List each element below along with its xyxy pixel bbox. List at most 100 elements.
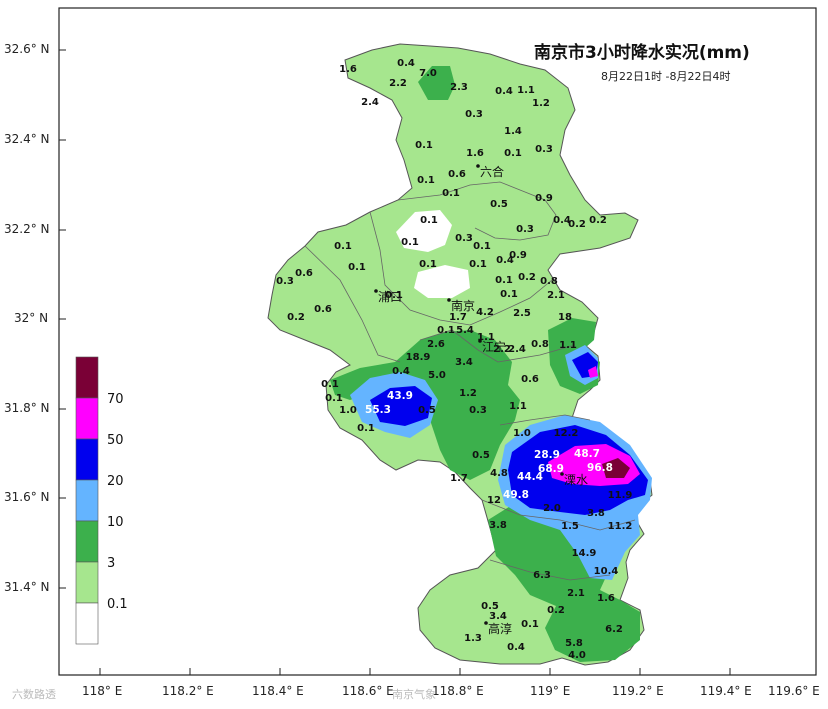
station-value: 0.3 (469, 405, 487, 416)
lon-label: 118.8° E (432, 684, 484, 698)
lat-label: 32.6° N (4, 42, 50, 56)
lat-label: 31.8° N (4, 401, 50, 415)
legend-swatch (75, 520, 99, 563)
station-value: 0.1 (521, 619, 539, 630)
station-value: 10.4 (594, 566, 619, 577)
city-name: 浦口 (378, 290, 402, 304)
rain-70-core (602, 458, 630, 478)
station-value: 0.1 (401, 237, 419, 248)
station-value: 0.4 (496, 255, 514, 266)
station-value: 0.1 (417, 175, 435, 186)
station-value: 0.1 (415, 140, 433, 151)
station-value: 0.1 (419, 259, 437, 270)
station-value: 0.1 (325, 393, 343, 404)
station-value: 18 (558, 312, 572, 323)
station-value: 2.2 (389, 78, 407, 89)
station-value: 0.2 (518, 272, 536, 283)
rain-20-west (370, 386, 432, 426)
station-value: 0.6 (295, 268, 313, 279)
station-value: 1.3 (464, 633, 482, 644)
station-value: 4.2 (476, 307, 494, 318)
station-value: 43.9 (387, 390, 413, 402)
station-value: 1.2 (532, 98, 550, 109)
district-boundaries (304, 181, 636, 581)
legend-label: 10 (107, 515, 124, 530)
legend-colorbar (75, 356, 99, 645)
station-value: 1.6 (466, 148, 484, 159)
station-value: 0.1 (469, 259, 487, 270)
lon-label: 118° E (82, 684, 123, 698)
station-value: 3.4 (455, 357, 473, 368)
station-value: 6.3 (533, 570, 551, 581)
station-value: 55.3 (365, 404, 391, 416)
station-value: 0.1 (495, 275, 513, 286)
station-value: 11.9 (608, 490, 633, 501)
lon-label: 118.4° E (252, 684, 304, 698)
station-value: 0.5 (472, 450, 490, 461)
lat-label: 32.4° N (4, 132, 50, 146)
lat-label: 31.4° N (4, 580, 50, 594)
city-name: 六合 (480, 164, 504, 179)
watermark: 六数路透 (12, 688, 56, 701)
station-value: 0.3 (276, 276, 294, 287)
station-value: 2.1 (547, 290, 565, 301)
station-value: 1.1 (517, 85, 535, 96)
station-value: 4.8 (490, 468, 508, 479)
station-value: 2.6 (427, 339, 445, 350)
station-value: 0.6 (448, 169, 466, 180)
station-value: 6.2 (605, 624, 623, 635)
station-value: 3.8 (489, 520, 507, 531)
station-value: 0.5 (481, 601, 499, 612)
station-value: 12.2 (554, 428, 579, 439)
station-value: 5.4 (456, 325, 474, 336)
station-value: 0.2 (568, 219, 586, 230)
legend-swatch (75, 561, 99, 604)
station-value: 7.0 (419, 68, 437, 79)
city-dot (447, 298, 451, 302)
city-dot (560, 472, 564, 476)
station-value: 1.6 (597, 593, 615, 604)
lon-label: 119.6° E (768, 684, 820, 698)
city-name: 溧水 (564, 473, 588, 487)
station-value: 1.7 (449, 312, 467, 323)
station-value: 3.8 (587, 508, 605, 519)
station-value: 2.1 (567, 588, 585, 599)
station-value: 18.9 (406, 352, 431, 363)
station-value: 11.2 (608, 521, 633, 532)
station-value: 0.2 (589, 215, 607, 226)
station-value: 0.4 (397, 58, 415, 69)
station-value: 96.8 (587, 462, 613, 474)
no-rain-patch-north (396, 210, 452, 252)
station-values-highlight: 43.9 55.3 28.9 48.7 68.9 96.8 44.4 49.8 (365, 390, 613, 501)
station-value: 1.4 (504, 126, 522, 137)
station-value: 3.4 (489, 611, 507, 622)
lat-label: 32° N (14, 311, 49, 325)
station-value: 1.7 (450, 473, 468, 484)
station-value: 4.0 (568, 650, 586, 661)
lon-label: 119° E (530, 684, 571, 698)
rain-3-north (418, 66, 455, 100)
station-value: 0.8 (531, 339, 549, 350)
station-value: 0.1 (420, 215, 438, 226)
city-dot (484, 621, 488, 625)
station-value: 0.4 (507, 642, 525, 653)
station-value: 2.4 (361, 97, 379, 108)
station-value: 0.8 (540, 276, 558, 287)
legend-label: 0.1 (107, 597, 128, 612)
legend-swatch (75, 356, 99, 399)
city-dot (478, 339, 482, 343)
map-subtitle: 8月22日1时 -8月22日4时 (601, 70, 731, 83)
station-value: 0.1 (357, 423, 375, 434)
station-value: 2.2 (493, 344, 511, 355)
station-value: 0.1 (385, 290, 403, 301)
station-value: 0.1 (348, 262, 366, 273)
city-name: 江宁 (482, 339, 506, 354)
station-value: 0.1 (500, 289, 518, 300)
station-value: 0.3 (465, 109, 483, 120)
legend-swatch (75, 602, 99, 645)
lat-label: 31.6° N (4, 490, 50, 504)
station-value: 0.4 (495, 86, 513, 97)
station-value: 2.4 (508, 344, 526, 355)
map-title: 南京市3小时降水实况(mm) (534, 43, 750, 63)
